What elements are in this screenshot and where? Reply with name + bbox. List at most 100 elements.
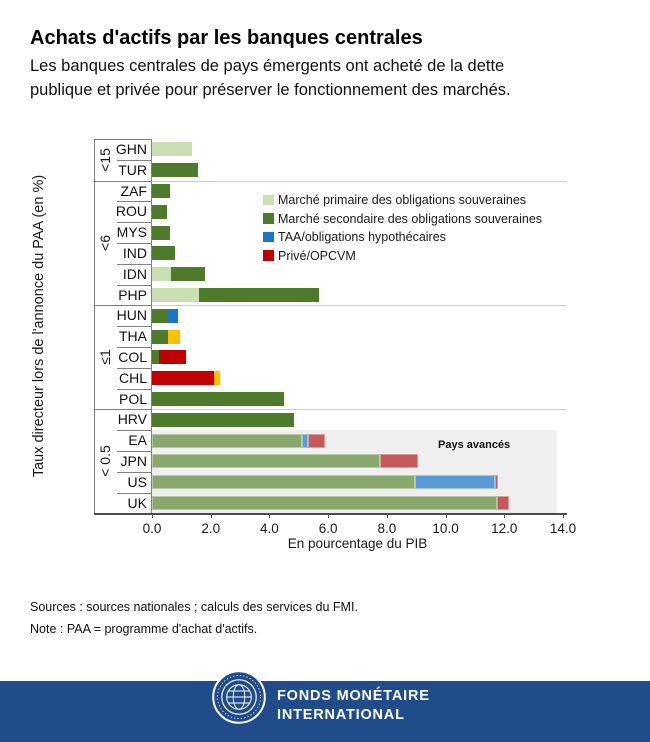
row-separator bbox=[117, 492, 152, 494]
bar-segment-prive bbox=[495, 475, 499, 490]
legend-swatch-secondaire bbox=[263, 213, 274, 224]
country-label: GHN bbox=[115, 141, 147, 157]
bar-segment-prive bbox=[307, 433, 326, 448]
bar-segment-primaire bbox=[152, 267, 172, 282]
x-axis-tick-label: 2.0 bbox=[201, 521, 221, 537]
plot-left-line bbox=[151, 139, 152, 514]
footer-org-line-2: INTERNATIONAL bbox=[277, 707, 405, 723]
group-separator bbox=[94, 305, 567, 307]
country-label: CHL bbox=[118, 369, 147, 386]
country-label: US bbox=[127, 473, 147, 490]
group-separator bbox=[94, 180, 567, 182]
bar-segment-prive bbox=[496, 496, 509, 510]
bar-segment-taa bbox=[301, 433, 308, 448]
row-separator bbox=[117, 263, 152, 265]
x-axis-tick bbox=[562, 513, 564, 519]
subtitle-line-1: Les banques centrales de pays émergents … bbox=[30, 57, 505, 75]
bar-segment-secondaire bbox=[152, 204, 167, 219]
bar-segment-autre bbox=[213, 371, 220, 386]
row-separator bbox=[117, 180, 152, 182]
bar-segment-secondaire bbox=[152, 496, 497, 510]
bar-segment-secondaire bbox=[198, 288, 320, 302]
row-separator bbox=[117, 430, 152, 432]
bar-segment-secondaire bbox=[152, 329, 169, 344]
bar-segment-taa bbox=[414, 475, 496, 490]
x-axis-line bbox=[94, 513, 567, 515]
footer-org-name: FONDS MONÉTAIRE INTERNATIONAL bbox=[277, 687, 430, 725]
country-label: HRV bbox=[117, 411, 147, 428]
x-axis-tick bbox=[210, 513, 212, 519]
y-axis-title: Taux directeur lors de l'annonce du PAA … bbox=[31, 174, 47, 478]
x-axis-tick bbox=[386, 513, 388, 519]
country-label: TUR bbox=[118, 161, 147, 178]
legend-label-prive: Privé/OPCVM bbox=[278, 248, 356, 263]
bar-segment-secondaire bbox=[152, 412, 295, 427]
advanced-economies-label: Pays avancés bbox=[438, 439, 511, 451]
x-axis-tick bbox=[152, 513, 153, 519]
bar-segment-prive bbox=[379, 454, 418, 469]
country-label: THA bbox=[119, 328, 147, 345]
bar-segment-taa bbox=[166, 308, 179, 323]
country-label: ZAF bbox=[120, 182, 147, 199]
x-axis-tick-label: 10.0 bbox=[432, 521, 459, 537]
label-area-left-line bbox=[94, 139, 95, 514]
x-axis-tick bbox=[269, 513, 271, 519]
bar-segment-primaire bbox=[152, 142, 192, 157]
bar-segment-secondaire bbox=[152, 433, 302, 448]
country-label: COL bbox=[118, 349, 147, 365]
imf-footer bbox=[0, 681, 650, 742]
bar-segment-secondaire bbox=[152, 225, 170, 240]
bar-segment-primaire bbox=[152, 288, 199, 302]
x-axis-tick-label: 8.0 bbox=[377, 521, 397, 537]
country-label: POL bbox=[118, 390, 147, 407]
legend-swatch-primaire bbox=[263, 194, 274, 205]
x-axis-tick bbox=[445, 513, 447, 519]
footer-org-line-1: FONDS MONÉTAIRE bbox=[277, 688, 430, 704]
legend-swatch-prive bbox=[263, 250, 274, 261]
legend-label-primaire: Marché primaire des obligations souverai… bbox=[278, 193, 527, 207]
x-axis-tick bbox=[328, 513, 330, 519]
country-label: ROU bbox=[115, 203, 147, 220]
country-label: IND bbox=[122, 245, 147, 261]
bar-segment-secondaire bbox=[152, 475, 415, 490]
bar-segment-prive bbox=[152, 371, 214, 386]
sources-note: Sources : sources nationales ; calculs d… bbox=[30, 600, 358, 614]
row-separator bbox=[117, 451, 152, 452]
label-area-top-line bbox=[94, 139, 152, 140]
x-axis-tick-label: 12.0 bbox=[491, 521, 518, 537]
bar-segment-secondaire bbox=[152, 184, 170, 198]
bar-segment-secondaire bbox=[171, 267, 205, 282]
bar-segment-secondaire bbox=[152, 246, 176, 261]
x-axis-tick-label: 14.0 bbox=[549, 521, 577, 537]
legend-swatch-taa bbox=[263, 231, 274, 243]
country-label: MYS bbox=[116, 224, 147, 241]
group-separator bbox=[94, 409, 567, 411]
x-axis-tick-label: 0.0 bbox=[142, 521, 162, 537]
row-separator bbox=[117, 159, 152, 161]
legend-label-taa: TAA/obligations hypothécaires bbox=[278, 230, 446, 245]
bar-segment-prive bbox=[159, 350, 186, 365]
country-label: IDN bbox=[122, 265, 147, 282]
subtitle-line-2: publique et privée pour préserver le fon… bbox=[30, 81, 511, 99]
x-axis-tick-label: 6.0 bbox=[318, 521, 338, 537]
page-subtitle: Les banques centrales de pays émergents … bbox=[30, 54, 511, 102]
legend-label-secondaire: Marché secondaire des obligations souver… bbox=[278, 211, 543, 226]
bar-segment-autre bbox=[168, 329, 180, 344]
bar-segment-secondaire bbox=[152, 163, 198, 178]
row-separator bbox=[117, 409, 152, 411]
row-separator bbox=[117, 284, 152, 286]
country-label: UK bbox=[127, 494, 147, 511]
row-separator bbox=[117, 201, 152, 203]
row-separator bbox=[117, 222, 152, 224]
row-separator bbox=[117, 367, 152, 369]
country-label: JPN bbox=[120, 453, 147, 469]
row-separator bbox=[117, 388, 152, 390]
bar-segment-secondaire bbox=[152, 308, 167, 323]
row-separator bbox=[117, 326, 152, 328]
bar-segment-secondaire bbox=[152, 454, 380, 469]
x-axis-tick-label: 4.0 bbox=[260, 521, 279, 537]
row-separator bbox=[117, 471, 152, 473]
x-axis-tick bbox=[504, 513, 506, 519]
